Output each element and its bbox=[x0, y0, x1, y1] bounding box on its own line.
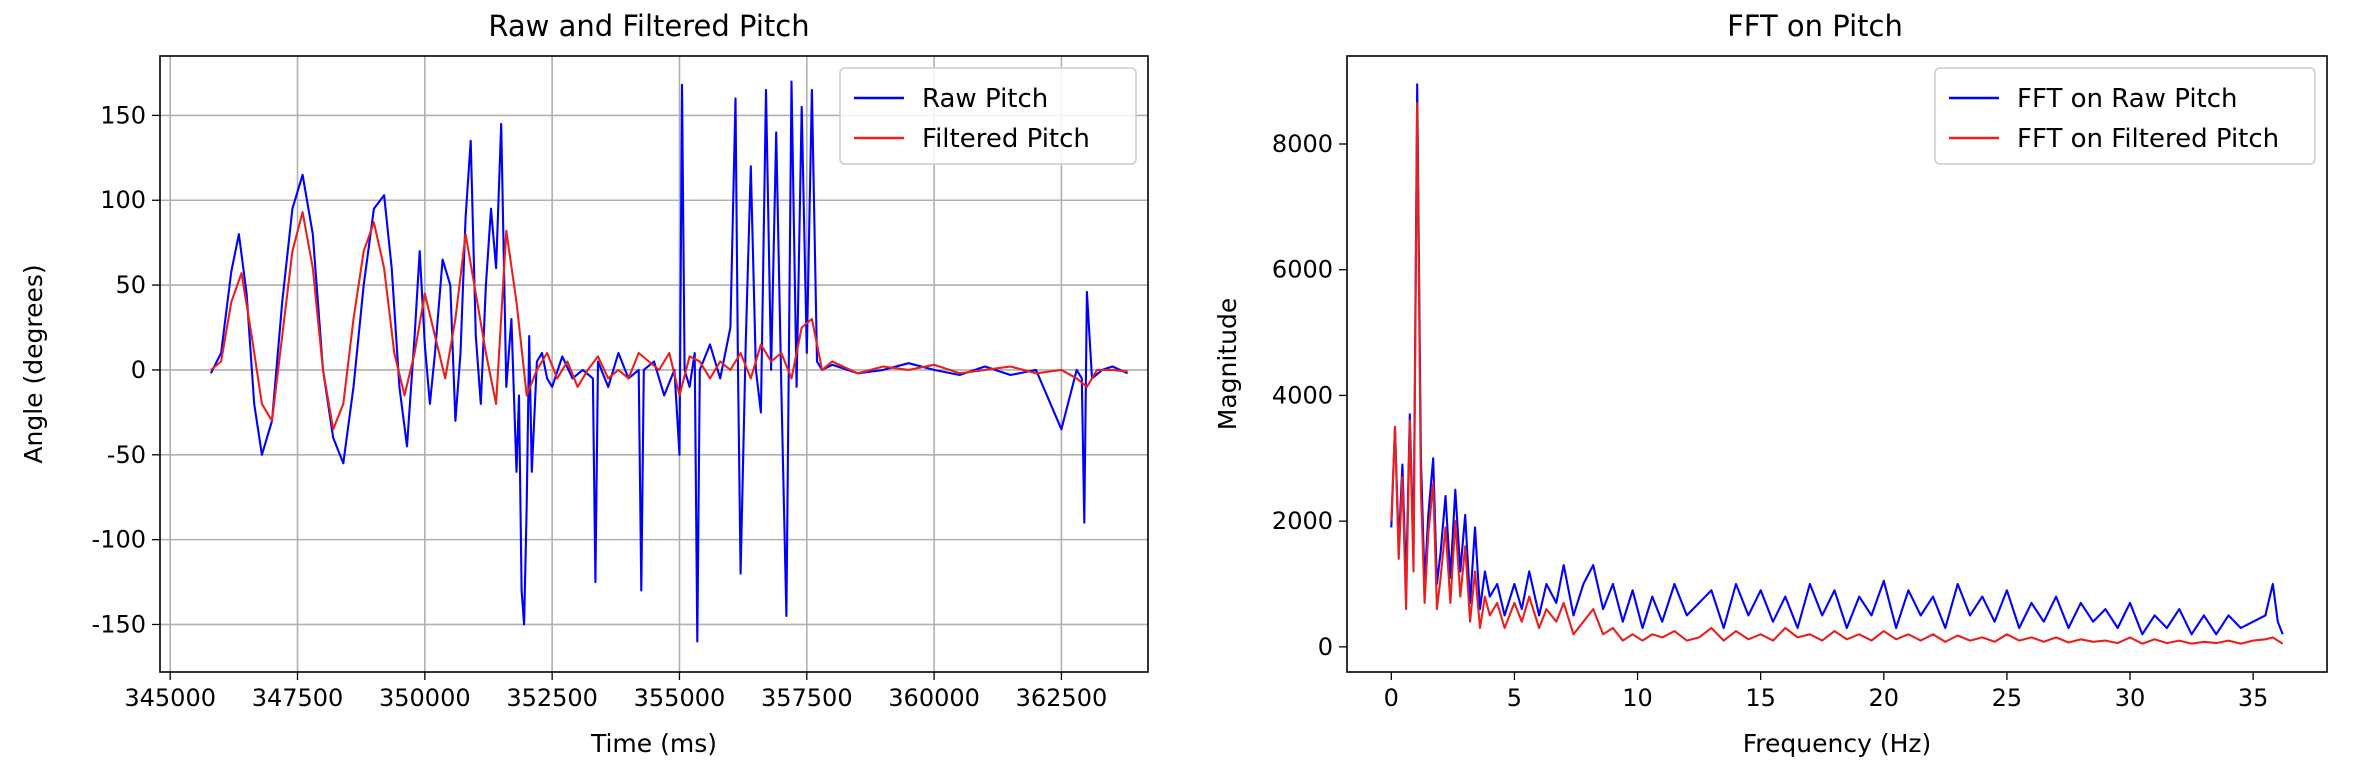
legend-label: Raw Pitch bbox=[922, 84, 1048, 114]
x-tick-label: 20 bbox=[1869, 684, 1900, 712]
y-tick-label: -150 bbox=[92, 610, 146, 638]
series-line-fft-on-raw-pitch bbox=[1390, 83, 2284, 636]
y-tick-label: 100 bbox=[100, 186, 146, 214]
legend-label: FFT on Raw Pitch bbox=[2017, 84, 2238, 114]
legend-box bbox=[839, 67, 1137, 165]
y-tick-label: 4000 bbox=[1272, 381, 1333, 409]
x-tick-label: 10 bbox=[1622, 684, 1653, 712]
x-tick-label: 355000 bbox=[634, 684, 726, 712]
x-tick-label: 352500 bbox=[506, 684, 598, 712]
x-tick-label: 15 bbox=[1745, 684, 1776, 712]
plot-frame bbox=[1346, 55, 2328, 673]
x-tick-label: 360000 bbox=[888, 684, 980, 712]
x-tick-label: 5 bbox=[1507, 684, 1522, 712]
x-tick-label: 350000 bbox=[379, 684, 471, 712]
x-tick-label: 35 bbox=[2238, 684, 2269, 712]
x-axis-label: Time (ms) bbox=[590, 729, 717, 758]
x-tick-label: 347500 bbox=[252, 684, 344, 712]
legend-label: Filtered Pitch bbox=[922, 124, 1090, 154]
x-tick-label: 362500 bbox=[1016, 684, 1108, 712]
y-tick-label: 6000 bbox=[1272, 256, 1333, 284]
chart-title: FFT on Pitch bbox=[1727, 9, 1903, 43]
legend-label: FFT on Filtered Pitch bbox=[2017, 124, 2279, 154]
x-tick-label: 25 bbox=[1992, 684, 2023, 712]
y-axis-label: Magnitude bbox=[1213, 298, 1242, 430]
x-tick-label: 0 bbox=[1384, 684, 1399, 712]
x-tick-label: 30 bbox=[2115, 684, 2146, 712]
legend-box bbox=[1934, 67, 2316, 165]
plot-frame bbox=[159, 55, 1149, 673]
y-axis-label: Angle (degrees) bbox=[19, 264, 48, 463]
series-line-filtered-pitch bbox=[210, 211, 1128, 431]
y-tick-label: -50 bbox=[107, 441, 146, 469]
y-tick-label: 0 bbox=[1318, 633, 1333, 661]
y-tick-label: 0 bbox=[131, 356, 146, 384]
y-tick-label: -100 bbox=[92, 526, 146, 554]
x-axis-label: Frequency (Hz) bbox=[1743, 729, 1932, 758]
legend: FFT on Raw Pitch FFT on Filtered Pitch bbox=[1934, 67, 2316, 165]
legend: Raw Pitch Filtered Pitch bbox=[839, 67, 1137, 165]
y-tick-label: 2000 bbox=[1272, 507, 1333, 535]
x-tick-label: 357500 bbox=[761, 684, 853, 712]
fft-chart: FFT on Pitch 0 5 10 15 20 25 30 35 0 2000 4000 6000… bbox=[1213, 9, 2328, 758]
pitch-chart: Raw and Filtered Pitch 345000 347500 35000… bbox=[19, 9, 1149, 758]
chart-title: Raw and Filtered Pitch bbox=[488, 9, 809, 43]
y-tick-label: 50 bbox=[115, 271, 146, 299]
series-line-fft-on-filtered-pitch bbox=[1390, 102, 2284, 645]
y-tick-label: 8000 bbox=[1272, 130, 1333, 158]
series-line-raw-pitch bbox=[209, 80, 1129, 643]
x-tick-label: 345000 bbox=[124, 684, 216, 712]
y-tick-label: 150 bbox=[100, 101, 146, 129]
